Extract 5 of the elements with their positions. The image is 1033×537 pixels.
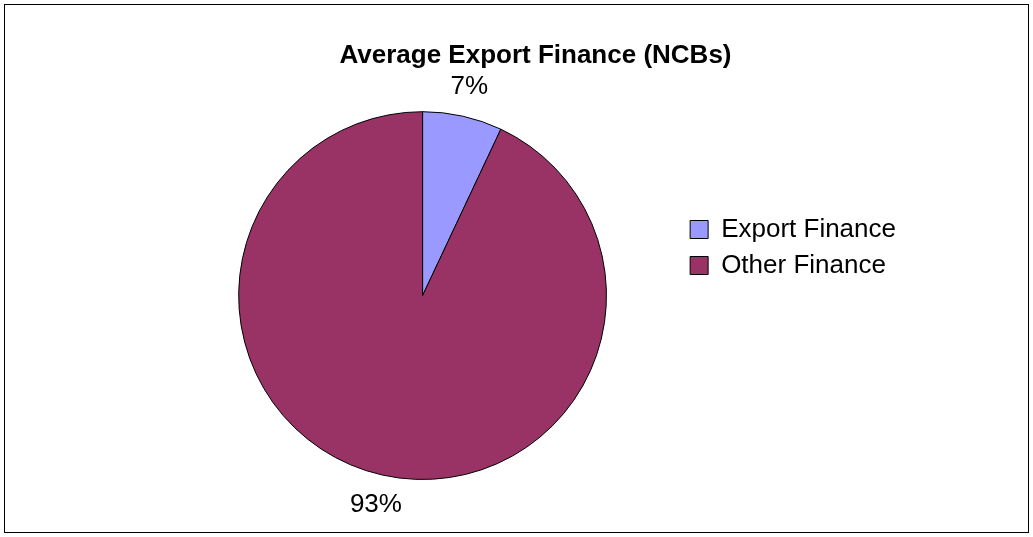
legend-label: Export Finance bbox=[721, 212, 897, 243]
data-label: 93% bbox=[349, 487, 402, 518]
data-label: 7% bbox=[450, 70, 489, 101]
legend-label: Other Finance bbox=[721, 248, 886, 279]
chart-title: Average Export Finance (NCBs) bbox=[339, 38, 732, 69]
